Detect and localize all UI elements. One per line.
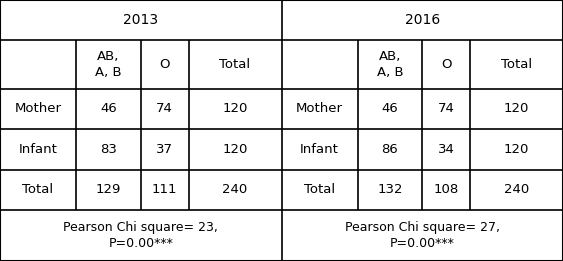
Text: 74: 74 <box>438 103 454 115</box>
Text: 240: 240 <box>504 183 529 196</box>
Text: 74: 74 <box>157 103 173 115</box>
Text: AB,
A, B: AB, A, B <box>377 50 403 79</box>
Text: 46: 46 <box>100 103 117 115</box>
Text: 46: 46 <box>382 103 398 115</box>
Text: O: O <box>159 58 170 71</box>
Text: 240: 240 <box>222 183 248 196</box>
Text: 111: 111 <box>152 183 177 196</box>
Text: 120: 120 <box>504 103 529 115</box>
Text: 83: 83 <box>100 143 117 156</box>
Text: 37: 37 <box>156 143 173 156</box>
Text: 2016: 2016 <box>405 13 440 27</box>
Text: Mother: Mother <box>15 103 61 115</box>
Text: AB,
A, B: AB, A, B <box>95 50 122 79</box>
Text: 120: 120 <box>222 103 248 115</box>
Text: Pearson Chi square= 27,
P=0.00***: Pearson Chi square= 27, P=0.00*** <box>345 221 500 250</box>
Text: Mother: Mother <box>296 103 343 115</box>
Text: 86: 86 <box>382 143 398 156</box>
Text: 120: 120 <box>504 143 529 156</box>
Text: O: O <box>441 58 452 71</box>
Text: Total: Total <box>220 58 251 71</box>
Text: 129: 129 <box>96 183 121 196</box>
Text: 120: 120 <box>222 143 248 156</box>
Text: Total: Total <box>23 183 53 196</box>
Text: Total: Total <box>501 58 532 71</box>
Text: 132: 132 <box>377 183 403 196</box>
Text: Infant: Infant <box>300 143 339 156</box>
Text: Pearson Chi square= 23,
P=0.00***: Pearson Chi square= 23, P=0.00*** <box>63 221 218 250</box>
Text: 108: 108 <box>434 183 459 196</box>
Text: Total: Total <box>304 183 335 196</box>
Text: 34: 34 <box>438 143 454 156</box>
Text: Infant: Infant <box>19 143 57 156</box>
Text: 2013: 2013 <box>123 13 158 27</box>
